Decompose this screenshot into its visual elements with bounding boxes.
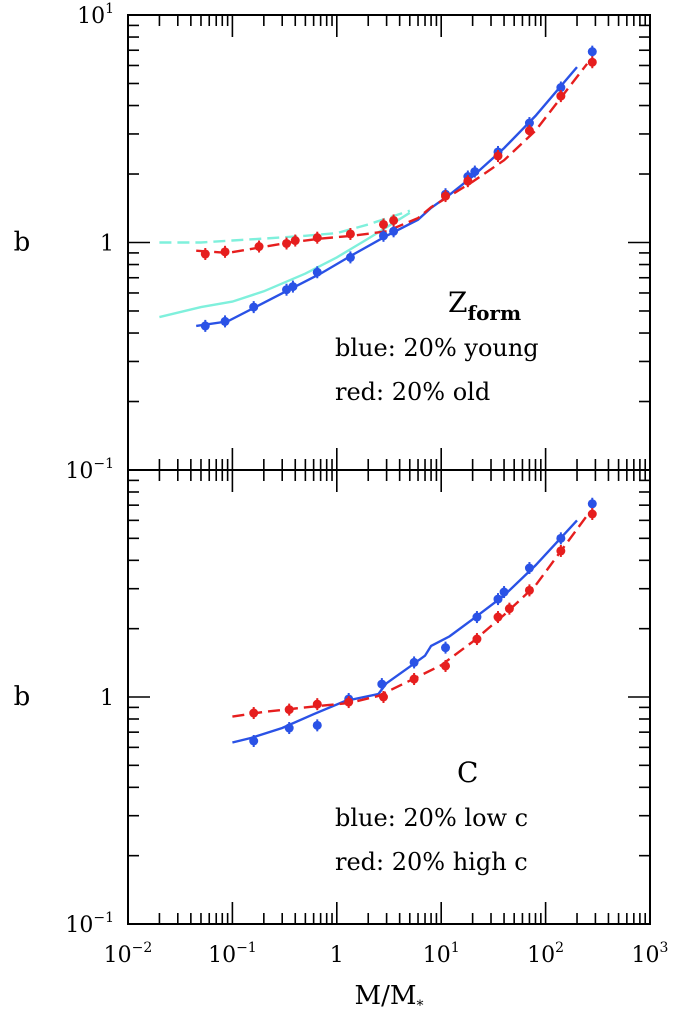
data-point-bottom-red — [493, 612, 503, 622]
data-point-bottom-red — [344, 697, 354, 707]
data-point-top-red — [493, 151, 503, 161]
data-point-top-blue — [470, 167, 480, 177]
y-tick-label-top: 1 — [100, 232, 114, 257]
data-point-bottom-blue — [524, 563, 534, 573]
series-line-top-cyan-1 — [159, 211, 411, 319]
legend-line-top-1: red: 20% old — [335, 378, 490, 406]
data-point-bottom-blue — [556, 533, 566, 543]
data-point-bottom-red — [249, 708, 259, 718]
data-point-top-red — [587, 57, 597, 67]
data-point-top-red — [441, 191, 451, 201]
data-point-bottom-red — [378, 692, 388, 702]
series-line-top-cyan-0 — [159, 209, 411, 244]
data-point-bottom-red — [504, 604, 514, 614]
data-point-top-red — [524, 126, 534, 136]
data-point-top-blue — [389, 226, 399, 236]
series-line-top-blue-2 — [196, 66, 578, 328]
legend-line-top-0: blue: 20% young — [335, 334, 539, 362]
data-point-bottom-blue — [493, 594, 503, 604]
data-point-top-blue — [200, 321, 210, 331]
x-axis-label: M/M* — [354, 981, 423, 1014]
data-point-top-red — [345, 229, 355, 239]
data-point-bottom-blue — [409, 657, 419, 667]
data-point-bottom-red — [441, 661, 451, 671]
data-point-bottom-blue — [284, 723, 294, 733]
x-tick-label: 10−1 — [208, 940, 257, 968]
data-point-top-red — [254, 242, 264, 252]
x-tick-label: 101 — [423, 940, 460, 968]
data-point-bottom-blue — [472, 612, 482, 622]
data-point-top-red — [463, 176, 473, 186]
legend-title-top: Zform — [448, 286, 521, 325]
x-tick-label: 102 — [527, 940, 564, 968]
x-tick-label: 1 — [330, 943, 344, 968]
data-point-top-blue — [556, 83, 566, 93]
data-point-bottom-blue — [249, 736, 259, 746]
data-point-top-blue — [524, 118, 534, 128]
y-tick-label-top: 101 — [77, 1, 114, 29]
data-point-top-blue — [249, 302, 259, 312]
data-point-top-red — [282, 238, 292, 248]
y-tick-label-bottom: 1 — [100, 686, 114, 711]
data-point-top-red — [389, 215, 399, 225]
legend-title-bottom: C — [457, 756, 478, 789]
data-point-bottom-red — [409, 674, 419, 684]
data-point-bottom-red — [587, 509, 597, 519]
data-point-bottom-blue — [499, 587, 509, 597]
y-axis-label-top: b — [14, 228, 31, 258]
data-point-top-blue — [378, 231, 388, 241]
series-line-bottom-red-1 — [232, 514, 589, 718]
data-point-top-red — [290, 236, 300, 246]
data-point-top-red — [220, 247, 230, 257]
data-point-top-blue — [345, 252, 355, 262]
data-point-bottom-red — [284, 705, 294, 715]
data-point-bottom-red — [556, 546, 566, 556]
x-tick-label: 103 — [632, 940, 669, 968]
data-point-top-red — [378, 219, 388, 229]
series-line-top-red-3 — [196, 63, 589, 255]
data-point-top-blue — [587, 47, 597, 57]
data-point-top-red — [556, 91, 566, 101]
data-point-bottom-red — [312, 699, 322, 709]
data-point-bottom-blue — [377, 679, 387, 689]
data-point-bottom-blue — [587, 499, 597, 509]
data-point-top-red — [312, 233, 322, 243]
data-point-bottom-red — [472, 634, 482, 644]
y-tick-label-bottom: 10−1 — [65, 910, 114, 938]
data-point-top-blue — [312, 267, 322, 277]
data-point-top-red — [200, 249, 210, 259]
data-point-bottom-red — [524, 585, 534, 595]
legend-line-bottom-1: red: 20% high c — [335, 848, 528, 876]
data-point-top-blue — [288, 282, 298, 292]
data-point-top-blue — [220, 316, 230, 326]
data-point-bottom-blue — [312, 720, 322, 730]
y-tick-label-top: 10−1 — [65, 456, 114, 484]
y-axis-label-bottom: b — [14, 682, 31, 712]
x-tick-label: 10−2 — [104, 940, 153, 968]
data-point-bottom-blue — [441, 643, 451, 653]
series-line-bottom-blue-0 — [232, 519, 578, 744]
legend-line-bottom-0: blue: 20% low c — [335, 804, 528, 832]
